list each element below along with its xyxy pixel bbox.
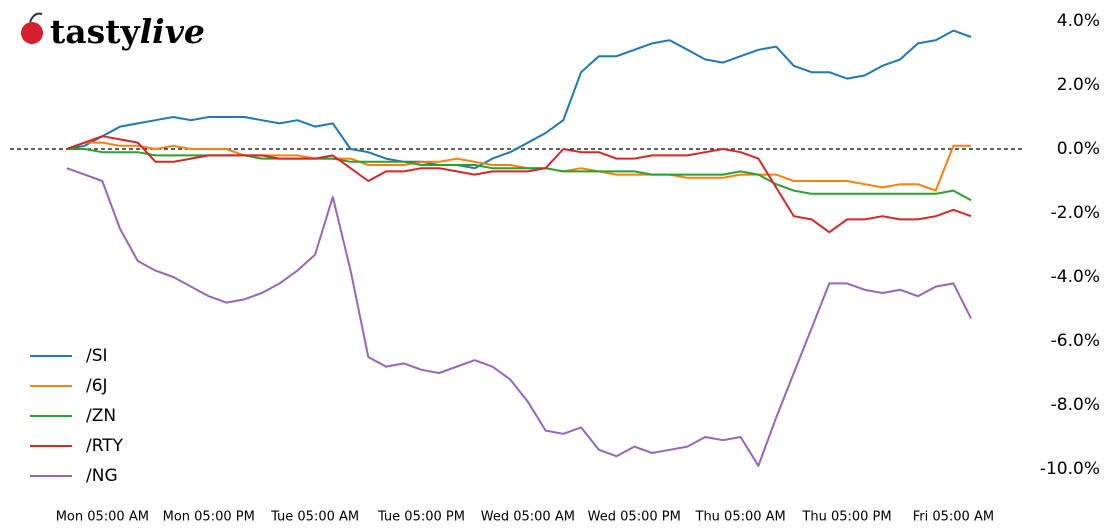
y-tick-label: -8.0%	[1051, 395, 1100, 415]
x-tick-label: Thu 05:00 AM	[695, 510, 786, 525]
y-tick-label: 2.0%	[1057, 75, 1100, 95]
x-tick-label: Mon 05:00 PM	[163, 510, 255, 525]
legend-label: /SI	[86, 346, 108, 366]
x-tick-label: Tue 05:00 AM	[270, 510, 359, 525]
y-tick-label: -2.0%	[1051, 203, 1100, 223]
series-line	[66, 29, 972, 170]
legend-label: /ZN	[86, 406, 116, 426]
x-tick-label: Mon 05:00 AM	[56, 510, 149, 525]
y-tick-label: -6.0%	[1051, 331, 1100, 351]
y-tick-label: -4.0%	[1051, 267, 1100, 287]
x-tick-label: Thu 05:00 PM	[801, 510, 891, 525]
y-tick-label: -10.0%	[1040, 459, 1100, 479]
x-tick-label: Wed 05:00 AM	[481, 510, 575, 525]
logo-cherry	[21, 22, 43, 44]
x-tick-label: Wed 05:00 PM	[588, 510, 681, 525]
logo: tastylive	[21, 12, 205, 51]
y-tick-label: 0.0%	[1057, 139, 1100, 159]
legend-label: /6J	[86, 376, 108, 396]
logo-prefix: tasty	[50, 12, 140, 51]
y-tick-label: 4.0%	[1057, 11, 1100, 31]
x-tick-label: Fri 05:00 AM	[913, 510, 994, 525]
logo-suffix: live	[140, 12, 205, 51]
series-line	[66, 135, 972, 234]
x-tick-label: Tue 05:00 PM	[377, 510, 465, 525]
series-line	[66, 167, 972, 467]
legend-label: /RTY	[86, 436, 124, 456]
logo-stem	[29, 12, 43, 23]
logo-text: tastylive	[50, 12, 205, 51]
series-line	[66, 141, 972, 192]
legend-label: /NG	[86, 466, 118, 486]
